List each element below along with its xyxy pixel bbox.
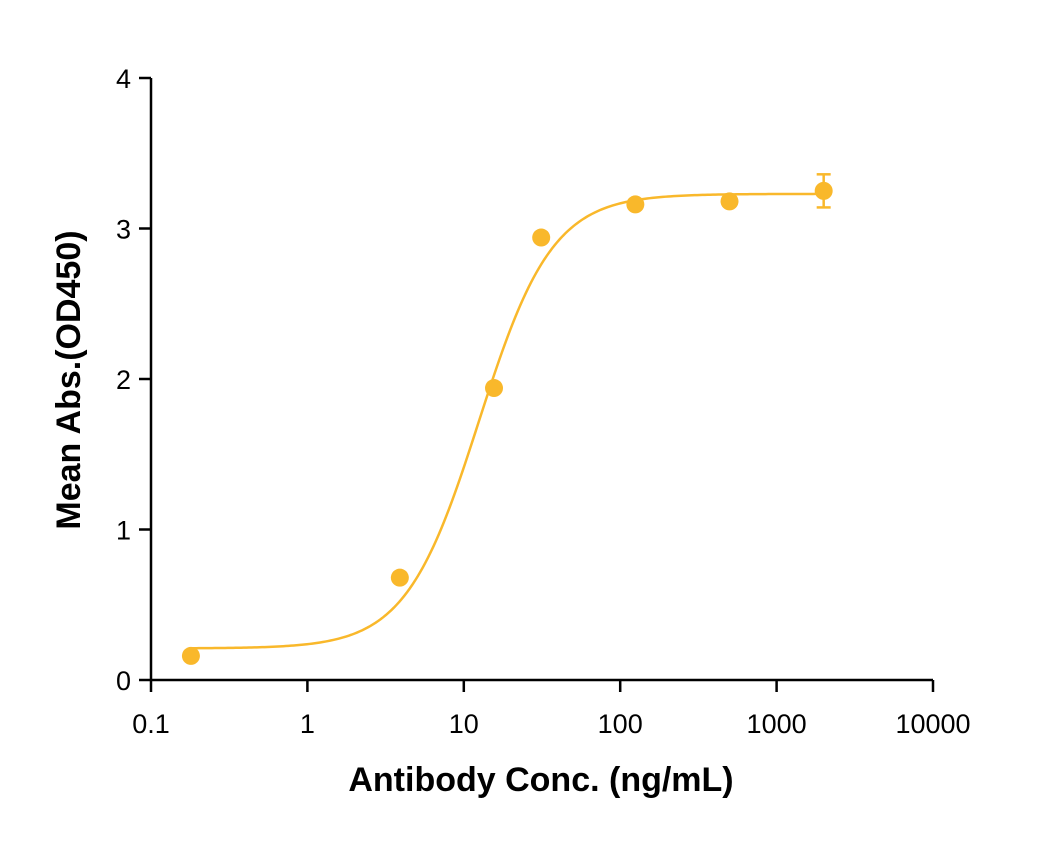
x-tick-label: 1 bbox=[300, 709, 315, 739]
data-point-7 bbox=[814, 181, 833, 200]
x-tick-label: 10000 bbox=[895, 709, 970, 739]
data-point-1 bbox=[181, 646, 200, 665]
data-point-6 bbox=[720, 192, 739, 211]
y-tick-label: 1 bbox=[116, 516, 131, 546]
data-points bbox=[181, 173, 833, 665]
axes bbox=[149, 78, 933, 682]
y-ticks: 0 1 2 3 4 bbox=[116, 64, 151, 696]
x-ticks: 0.1 1 10 100 1000 10000 bbox=[132, 680, 971, 739]
data-point-3 bbox=[485, 379, 504, 398]
y-tick-label: 4 bbox=[116, 64, 131, 94]
data-point-2 bbox=[390, 568, 409, 587]
y-tick-label: 3 bbox=[116, 215, 131, 245]
x-tick-label: 10 bbox=[449, 709, 479, 739]
x-tick-label: 100 bbox=[598, 709, 643, 739]
y-axis-title: Mean Abs.(OD450) bbox=[50, 230, 88, 529]
y-tick-label: 0 bbox=[116, 666, 131, 696]
fit-curve bbox=[190, 192, 824, 650]
y-tick-label: 2 bbox=[116, 365, 131, 395]
x-axis-title: Antibody Conc. (ng/mL) bbox=[348, 761, 733, 799]
data-point-4 bbox=[532, 228, 551, 247]
x-tick-label: 1000 bbox=[747, 709, 807, 739]
x-tick-label: 0.1 bbox=[132, 709, 170, 739]
data-point-5 bbox=[626, 195, 645, 214]
